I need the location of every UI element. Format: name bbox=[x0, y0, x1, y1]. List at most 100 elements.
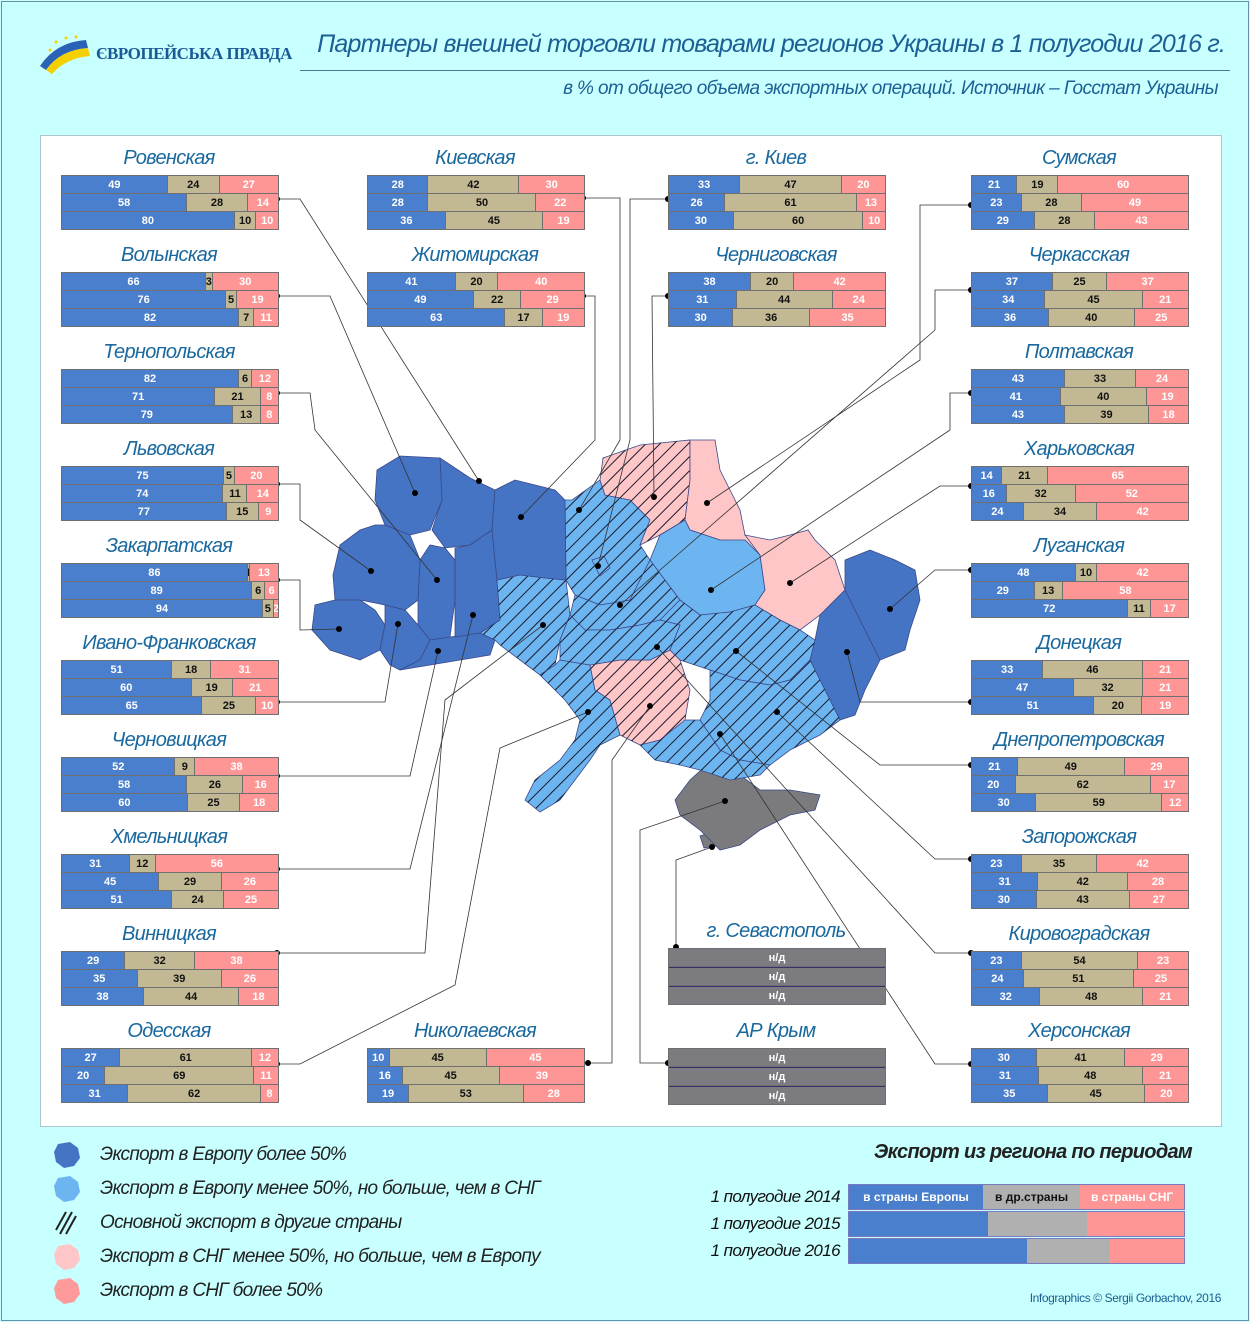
map-region-закарпатская[interactable] bbox=[311, 599, 386, 661]
other-share-bar: 45 bbox=[1047, 1085, 1145, 1102]
period-row-2015: 24 51 25 bbox=[972, 970, 1188, 987]
map-hatch-overlay bbox=[660, 600, 815, 685]
other-share-bar: 69 bbox=[105, 1067, 255, 1084]
period-row-2015: 58 26 16 bbox=[62, 776, 278, 793]
region-винницкая-bars: 29 32 38 35 39 26 38 44 18 bbox=[61, 951, 279, 1006]
region-title: Донецкая bbox=[1036, 632, 1122, 654]
connector-line bbox=[277, 579, 340, 631]
cis-share-bar: 20 bbox=[234, 467, 278, 484]
europe-segment bbox=[849, 1239, 1027, 1263]
other-share-bar: 54 bbox=[1021, 952, 1139, 969]
period-row-2015: 26 61 13 bbox=[669, 194, 885, 211]
cis-share-bar: 42 bbox=[1097, 564, 1188, 581]
europe-share-bar: 60 bbox=[62, 794, 188, 811]
cis-share-bar: 21 bbox=[1143, 988, 1188, 1005]
cis-share-bar: 11 bbox=[254, 309, 278, 326]
period-row-2016: 82 7 11 bbox=[62, 309, 278, 326]
cis-share-bar: 26 bbox=[221, 873, 278, 890]
other-share-bar: 28 bbox=[187, 194, 248, 211]
region-херсонская-bars: 30 41 29 31 48 21 35 45 20 bbox=[971, 1048, 1189, 1103]
cis-share-bar: 52 bbox=[1075, 485, 1188, 502]
period-row-2015: 20 62 17 bbox=[972, 776, 1188, 793]
europe-share-bar: 27 bbox=[62, 1049, 121, 1066]
map-hatch-overlay bbox=[560, 615, 680, 665]
other-share-bar: 44 bbox=[144, 988, 240, 1005]
cis-share-bar: 56 bbox=[155, 855, 278, 872]
other-share-bar: 3 bbox=[205, 273, 213, 290]
other-share-bar: 5 bbox=[224, 467, 235, 484]
europe-share-bar: 16 bbox=[368, 1067, 403, 1084]
period-row-2014: 37 25 37 bbox=[972, 273, 1188, 290]
map-region-тернопольская[interactable] bbox=[417, 544, 456, 641]
map-hatch-overlay bbox=[480, 575, 570, 675]
other-share-bar: 51 bbox=[1023, 970, 1134, 987]
europe-share-bar: 94 bbox=[62, 600, 264, 617]
region-волынская-bars: 66 3 30 76 5 19 82 7 11 bbox=[61, 272, 279, 327]
europe-segment: в страны Европы bbox=[849, 1185, 983, 1209]
cis-share-bar: 19 bbox=[1146, 388, 1188, 405]
connector-dot bbox=[887, 606, 893, 612]
period-row-2016: 51 24 25 bbox=[62, 891, 278, 908]
other-share-bar: 24 bbox=[172, 891, 224, 908]
cis-share-bar: 12 bbox=[252, 1049, 278, 1066]
period-row-2016: 24 34 42 bbox=[972, 503, 1188, 520]
connector-line bbox=[597, 198, 668, 567]
no-data-cell: н/д bbox=[669, 1049, 885, 1066]
map-region-львовская[interactable] bbox=[332, 524, 421, 611]
cis-share-bar: 38 bbox=[195, 952, 278, 969]
region-title: Полтавская bbox=[1024, 341, 1134, 363]
region-title: Николаевская bbox=[413, 1020, 537, 1042]
cis-share-bar: 6 bbox=[265, 582, 278, 599]
connector-dot bbox=[733, 648, 739, 654]
europe-share-bar: 29 bbox=[972, 212, 1035, 229]
cis-share-bar: 60 bbox=[1058, 176, 1188, 193]
region-pink-icon bbox=[54, 1278, 80, 1304]
europe-share-bar: 20 bbox=[62, 1067, 106, 1084]
europe-share-bar: 16 bbox=[972, 485, 1007, 502]
connector-dot bbox=[654, 644, 660, 650]
connector-dot bbox=[717, 731, 723, 737]
region-г-севастополь-bars: н/д н/д н/д bbox=[668, 948, 886, 1005]
period-row-2016: 30 43 27 bbox=[972, 891, 1188, 908]
period-row-2015: 34 45 21 bbox=[972, 291, 1188, 308]
period-bar bbox=[848, 1238, 1185, 1264]
period-row-2016: 36 45 19 bbox=[368, 212, 584, 229]
region-title: Закарпатская bbox=[105, 535, 233, 557]
cis-share-bar: 28 bbox=[1128, 873, 1188, 890]
other-share-bar: 46 bbox=[1043, 661, 1143, 678]
other-share-bar: 42 bbox=[428, 176, 520, 193]
period-row-2016: н/д bbox=[669, 1086, 885, 1104]
other-share-bar: 39 bbox=[137, 970, 222, 987]
region-житомирская-bars: 41 20 40 49 22 29 63 17 19 bbox=[367, 272, 585, 327]
region-черниговская-bars: 38 20 42 31 44 24 30 36 35 bbox=[668, 272, 886, 327]
other-share-bar: 48 bbox=[1040, 988, 1144, 1005]
period-bar bbox=[848, 1211, 1185, 1237]
other-segment bbox=[988, 1212, 1087, 1236]
period-row-2014: 43 33 24 bbox=[972, 370, 1188, 387]
period-row-2016: 30 59 12 bbox=[972, 794, 1188, 811]
cis-share-bar: 10 bbox=[863, 212, 885, 229]
cis-share-bar: 18 bbox=[239, 988, 278, 1005]
period-row-2015: 31 44 24 bbox=[669, 291, 885, 308]
other-share-bar: 13 bbox=[232, 406, 261, 423]
cis-segment bbox=[1110, 1239, 1184, 1263]
europe-share-bar: 30 bbox=[972, 1049, 1037, 1066]
map-region-волынская[interactable] bbox=[374, 455, 443, 536]
period-row-2014: 52 9 38 bbox=[62, 758, 278, 775]
other-segment bbox=[1026, 1239, 1111, 1263]
cis-share-bar: 37 bbox=[1107, 273, 1188, 290]
other-share-bar: 13 bbox=[1034, 582, 1063, 599]
other-share-bar: 19 bbox=[1017, 176, 1059, 193]
connector-line bbox=[789, 485, 971, 584]
connector-dot bbox=[395, 621, 401, 627]
region-dark-blue-icon bbox=[54, 1142, 80, 1168]
connector-dot bbox=[576, 507, 582, 513]
europe-share-bar: 43 bbox=[972, 406, 1065, 423]
europe-share-bar: 48 bbox=[972, 564, 1076, 581]
cis-share-bar: 27 bbox=[219, 176, 278, 193]
other-share-bar: 15 bbox=[226, 503, 259, 520]
period-row-2015: 16 32 52 bbox=[972, 485, 1188, 502]
map-region-житомирская[interactable] bbox=[491, 479, 567, 581]
region-title: Ивано-Франковская bbox=[82, 632, 256, 654]
